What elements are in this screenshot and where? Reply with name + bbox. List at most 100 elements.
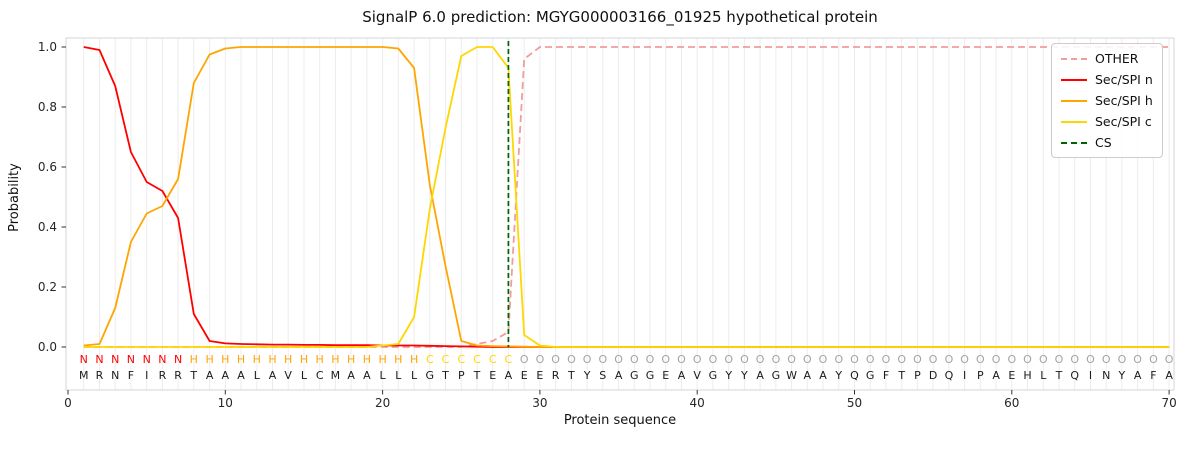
sequence-letter: E — [536, 369, 543, 382]
sequence-letter: F — [883, 369, 889, 382]
region-letter: C — [473, 353, 481, 366]
series-sec-spi-c — [83, 46, 1170, 348]
sequence-letter: G — [709, 369, 718, 382]
region-letter: O — [976, 353, 985, 366]
y-axis-ticks: 0.0 0.2 0.4 0.6 0.8 1.0 — [38, 40, 66, 354]
region-letter: C — [457, 353, 465, 366]
legend: OTHER Sec/SPI n Sec/SPI h Sec/SPI c CS — [1051, 43, 1163, 158]
sequence-letter: A — [363, 369, 371, 382]
region-letter: O — [724, 353, 733, 366]
sequence-letter: S — [599, 369, 606, 382]
y-tick-label: 0.0 — [38, 340, 57, 354]
region-letter: N — [174, 353, 182, 366]
region-letter: O — [551, 353, 560, 366]
sequence-letter: R — [552, 369, 560, 382]
legend-entry: CS — [1061, 135, 1153, 150]
region-letter: O — [536, 353, 545, 366]
sequence-letter: W — [786, 369, 797, 382]
sequence-letter: A — [347, 369, 355, 382]
region-letter: O — [1055, 353, 1064, 366]
region-letter: O — [945, 353, 954, 366]
region-letter: O — [929, 353, 938, 366]
region-letter: O — [803, 353, 812, 366]
legend-entry: OTHER — [1061, 51, 1153, 66]
sequence-letter: Q — [945, 369, 954, 382]
region-letter: C — [442, 353, 450, 366]
series-sec-spi-h — [83, 46, 1170, 348]
sequence-letter: R — [174, 369, 182, 382]
sequence-letter: L — [1040, 369, 1047, 382]
plot-frame — [65, 37, 1175, 391]
sequence-letter: G — [426, 369, 435, 382]
sequence-letter: A — [756, 369, 764, 382]
region-letter: O — [756, 353, 765, 366]
region-letter: H — [253, 353, 261, 366]
region-letter: H — [284, 353, 292, 366]
sequence-letter: V — [284, 369, 292, 382]
x-tick-label: 50 — [847, 396, 862, 410]
sequence-letter: L — [301, 369, 308, 382]
region-letter: H — [363, 353, 371, 366]
region-letter: O — [1086, 353, 1095, 366]
region-letter: N — [127, 353, 135, 366]
sequence-letter: H — [1023, 369, 1031, 382]
region-letter: H — [378, 353, 386, 366]
y-tick-label: 0.4 — [38, 220, 57, 234]
sequence-letter: Y — [834, 369, 842, 382]
sequence-letter: T — [567, 369, 575, 382]
sequence-letter: N — [1102, 369, 1110, 382]
region-letter: O — [740, 353, 749, 366]
sequence-letter: T — [897, 369, 905, 382]
region-letter: O — [1149, 353, 1158, 366]
region-letter: O — [897, 353, 906, 366]
region-letter: O — [913, 353, 922, 366]
sequence-letter: V — [693, 369, 701, 382]
legend-line-sample — [1061, 141, 1087, 144]
sequence-letter: Q — [1070, 369, 1079, 382]
region-letter: O — [1133, 353, 1142, 366]
chart-title: SignalP 6.0 prediction: MGYG000003166_01… — [362, 8, 878, 26]
region-letter: O — [598, 353, 607, 366]
sequence-letter: M — [79, 369, 89, 382]
sequence-letter: Y — [583, 369, 591, 382]
sequence-letter: F — [1150, 369, 1156, 382]
x-tick-label: 0 — [64, 396, 72, 410]
region-letter: O — [1118, 353, 1127, 366]
sequence-letter: R — [96, 369, 104, 382]
x-axis-ticks: 0 10 20 30 40 50 60 70 — [64, 390, 1177, 410]
region-letter: H — [205, 353, 213, 366]
region-letter: H — [331, 353, 339, 366]
x-tick-label: 40 — [690, 396, 705, 410]
region-letter: O — [1039, 353, 1048, 366]
y-axis-label: Probability — [6, 162, 22, 232]
region-letter: O — [1023, 353, 1032, 366]
x-tick-label: 70 — [1161, 396, 1176, 410]
sequence-letter: L — [380, 369, 387, 382]
region-letter: C — [426, 353, 434, 366]
sequence-letter: I — [1089, 369, 1092, 382]
sequence-letter: I — [963, 369, 966, 382]
sequence-letter: Q — [850, 369, 859, 382]
region-letter: O — [772, 353, 781, 366]
sequence-letter: E — [489, 369, 496, 382]
legend-line-sample — [1061, 78, 1087, 81]
sequence-letter: T — [1055, 369, 1063, 382]
sequence-letter: T — [473, 369, 481, 382]
region-letter: O — [677, 353, 686, 366]
sequence-letter: M — [331, 369, 341, 382]
sequence-letter: A — [206, 369, 214, 382]
sequence-letter: F — [128, 369, 134, 382]
sequence-letter: A — [1134, 369, 1142, 382]
region-letter: N — [111, 353, 119, 366]
region-letter: O — [882, 353, 891, 366]
region-letter: H — [394, 353, 402, 366]
sequence-letter: A — [615, 369, 623, 382]
sequence-letter: L — [254, 369, 261, 382]
region-letter: O — [866, 353, 875, 366]
sequence-letter: L — [395, 369, 402, 382]
sequence-letter: D — [929, 369, 937, 382]
